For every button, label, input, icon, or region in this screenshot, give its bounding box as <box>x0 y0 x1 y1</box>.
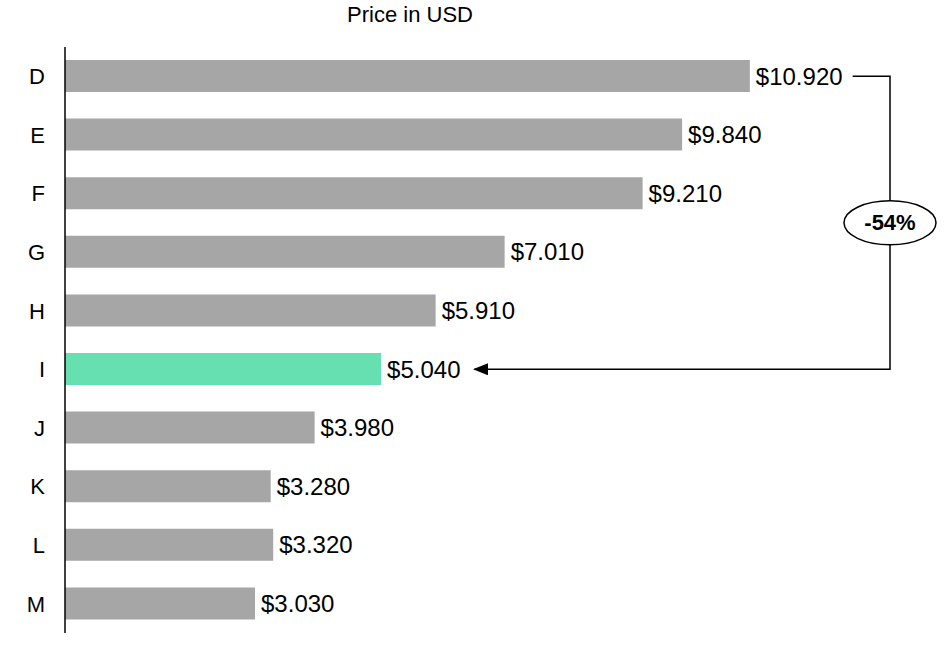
svg-text:L: L <box>33 533 45 558</box>
svg-text:-54%: -54% <box>864 210 915 235</box>
svg-text:$3.030: $3.030 <box>261 590 334 617</box>
svg-text:$3.280: $3.280 <box>277 473 350 500</box>
html-text:Price in USD: Price in USD <box>347 2 473 27</box>
svg-text:$3.980: $3.980 <box>321 414 394 441</box>
svg-text:F: F <box>32 181 45 206</box>
svg-text:$9.840: $9.840 <box>688 121 761 148</box>
svg-text:$7.010: $7.010 <box>511 238 584 265</box>
svg-text:H: H <box>29 299 45 324</box>
svg-text:D: D <box>29 64 45 89</box>
svg-text:G: G <box>28 240 45 265</box>
svg-text:M: M <box>27 592 45 617</box>
svg-text:$10.920: $10.920 <box>756 63 843 90</box>
svg-text:J: J <box>34 416 45 441</box>
svg-text:K: K <box>30 474 45 499</box>
svg-text:$9.210: $9.210 <box>649 180 722 207</box>
svg-text:I: I <box>39 357 45 382</box>
svg-text:$5.040: $5.040 <box>387 356 460 383</box>
svg-text:E: E <box>30 123 45 148</box>
svg-text:$3.320: $3.320 <box>279 531 352 558</box>
svg-text:$5.910: $5.910 <box>442 297 515 324</box>
